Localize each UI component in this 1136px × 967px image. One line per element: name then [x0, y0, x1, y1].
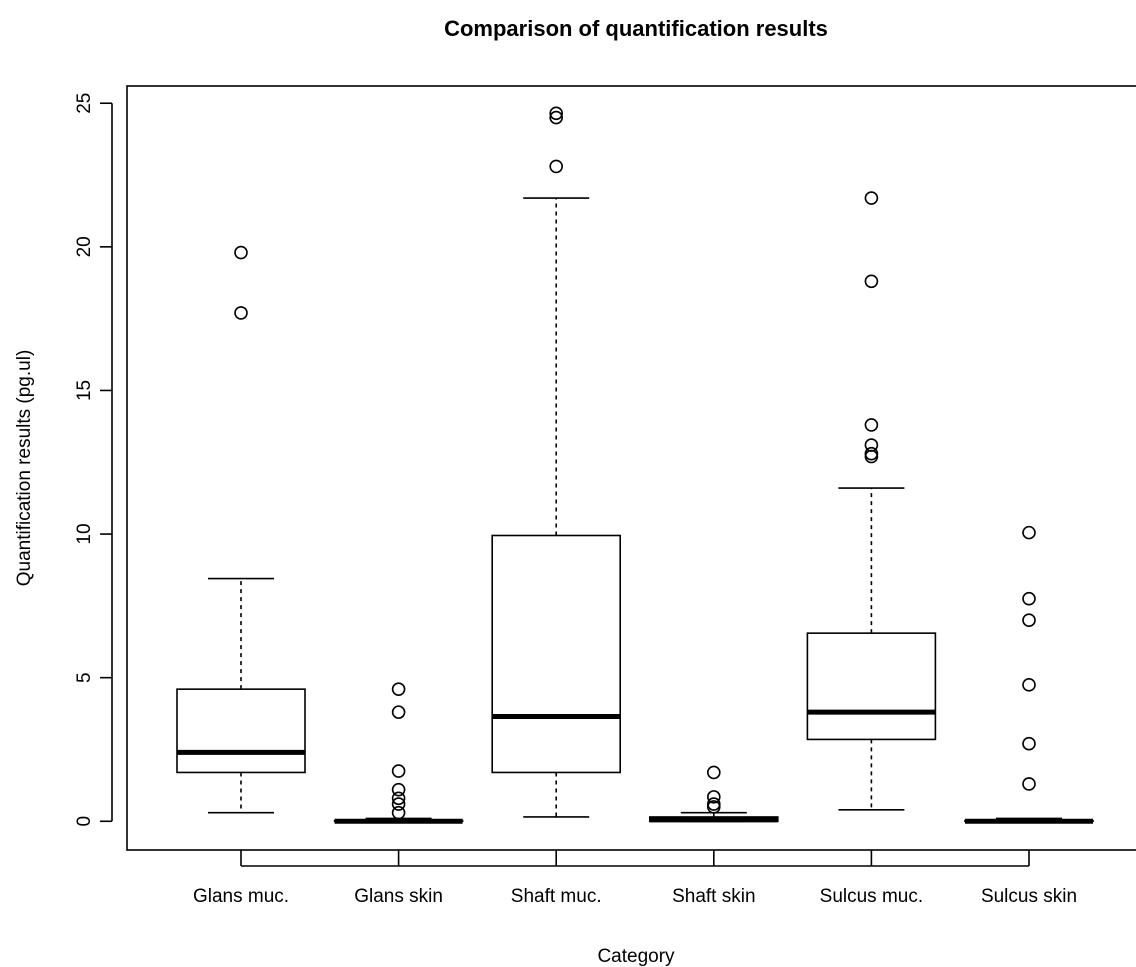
outlier-2-2 — [549, 106, 564, 121]
boxes-layer — [176, 106, 1094, 824]
box-group-1 — [333, 682, 464, 824]
outlier-5-5 — [1022, 525, 1036, 540]
outlier-1-5 — [391, 705, 406, 719]
outlier-4-3 — [864, 418, 879, 432]
outlier-2-1 — [549, 110, 564, 125]
outlier-1-2 — [391, 791, 406, 806]
outlier-3-2 — [706, 790, 721, 804]
outlier-5-2 — [1022, 678, 1036, 692]
x-tick-label-2: Shaft muc. — [511, 886, 602, 907]
box-group-4 — [806, 191, 937, 811]
outlier-1-3 — [391, 782, 406, 797]
outlier-4-1 — [864, 446, 879, 461]
y-axis-label: Quantification results (pg.ul) — [14, 350, 35, 587]
box-0 — [176, 688, 306, 774]
outlier-1-0 — [391, 805, 406, 820]
outlier-1-6 — [391, 682, 406, 696]
plot-frame — [126, 85, 1136, 851]
y-tick-label-2: 10 — [74, 523, 95, 544]
outlier-0-0 — [234, 306, 248, 320]
box-group-5 — [964, 525, 1094, 824]
x-tick-label-5: Sulcus skin — [981, 886, 1077, 907]
outlier-3-3 — [706, 765, 721, 780]
x-axis-label: Category — [597, 946, 675, 967]
y-tick-label-5: 25 — [74, 93, 95, 114]
outlier-2-0 — [549, 159, 564, 174]
outlier-5-1 — [1022, 736, 1036, 751]
outlier-5-3 — [1022, 613, 1036, 628]
outlier-4-0 — [864, 449, 879, 464]
y-axis: 0 5 10 15 20 25 — [74, 93, 113, 827]
x-tick-label-0: Glans muc. — [193, 886, 289, 907]
y-tick-label-1: 5 — [74, 672, 95, 683]
box-group-3 — [648, 765, 779, 823]
outlier-1-4 — [391, 764, 406, 778]
y-tick-label-3: 15 — [74, 380, 95, 401]
outlier-1-1 — [391, 797, 406, 811]
x-tick-label-3: Shaft skin — [672, 886, 755, 907]
outlier-4-2 — [864, 438, 879, 452]
x-tick-label-1: Glans skin — [354, 886, 443, 907]
y-tick-label-4: 20 — [74, 236, 95, 257]
box-2 — [491, 534, 622, 774]
box-group-0 — [176, 245, 306, 814]
x-axis: Glans muc. Glans skin Shaft muc. Shaft skin… — [193, 850, 1077, 907]
y-tick-label-0: 0 — [74, 816, 95, 827]
x-tick-label-4: Sulcus muc. — [820, 886, 923, 907]
outlier-0-1 — [234, 245, 248, 260]
chart-title: Comparison of quantification results — [444, 16, 828, 41]
outlier-5-0 — [1022, 777, 1036, 791]
box-4 — [806, 632, 937, 741]
outlier-5-4 — [1022, 591, 1036, 606]
box-group-2 — [491, 106, 622, 818]
outlier-4-4 — [864, 274, 879, 289]
outlier-3-1 — [706, 797, 721, 811]
outlier-4-5 — [864, 191, 879, 205]
